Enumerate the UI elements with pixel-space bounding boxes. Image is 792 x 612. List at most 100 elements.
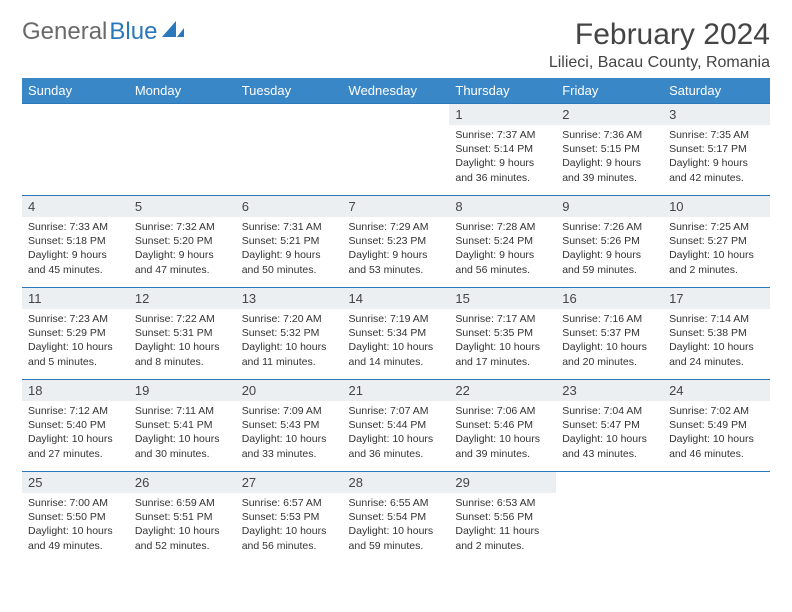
sunrise-label: Sunrise: (669, 405, 710, 417)
sunrise-value: 7:33 AM (69, 221, 108, 233)
sunset-value: 5:23 PM (387, 235, 426, 247)
calendar-week: 11Sunrise: 7:23 AMSunset: 5:29 PMDayligh… (22, 288, 770, 380)
sunrise-label: Sunrise: (349, 313, 390, 325)
sunrise-label: Sunrise: (562, 405, 603, 417)
daylight-label: Daylight: (349, 525, 393, 537)
day-of-week-row: Sunday Monday Tuesday Wednesday Thursday… (22, 78, 770, 104)
sunrise-value: 7:23 AM (69, 313, 108, 325)
sunset-value: 5:43 PM (280, 419, 319, 431)
sunrise-value: 7:36 AM (604, 129, 643, 141)
day-body: Sunrise: 7:12 AMSunset: 5:40 PMDaylight:… (22, 401, 129, 467)
sunset-value: 5:24 PM (494, 235, 533, 247)
day-body: Sunrise: 7:26 AMSunset: 5:26 PMDaylight:… (556, 217, 663, 283)
sunset-label: Sunset: (242, 419, 281, 431)
sunset-label: Sunset: (28, 327, 67, 339)
sunrise-label: Sunrise: (135, 405, 176, 417)
sunrise-value: 7:22 AM (176, 313, 215, 325)
sunset-label: Sunset: (669, 143, 708, 155)
sunrise-label: Sunrise: (28, 405, 69, 417)
day-number: 22 (449, 380, 556, 401)
day-body: Sunrise: 7:09 AMSunset: 5:43 PMDaylight:… (236, 401, 343, 467)
sunrise-label: Sunrise: (28, 221, 69, 233)
sunrise-label: Sunrise: (135, 221, 176, 233)
sunrise-label: Sunrise: (349, 497, 390, 509)
sunrise-label: Sunrise: (455, 313, 496, 325)
sunset-label: Sunset: (562, 143, 601, 155)
sunset-label: Sunset: (135, 327, 174, 339)
daylight-label: Daylight: (455, 341, 499, 353)
sunset-label: Sunset: (28, 419, 67, 431)
daylight-label: Daylight: (349, 433, 393, 445)
daylight-label: Daylight: (562, 157, 606, 169)
sunrise-label: Sunrise: (562, 313, 603, 325)
header: GeneralBlue February 2024 Lilieci, Bacau… (22, 18, 770, 72)
calendar-cell: 19Sunrise: 7:11 AMSunset: 5:41 PMDayligh… (129, 380, 236, 472)
sunset-value: 5:32 PM (280, 327, 319, 339)
day-body: Sunrise: 7:02 AMSunset: 5:49 PMDaylight:… (663, 401, 770, 467)
day-body: Sunrise: 7:06 AMSunset: 5:46 PMDaylight:… (449, 401, 556, 467)
sunset-label: Sunset: (455, 511, 494, 523)
calendar-cell: 25Sunrise: 7:00 AMSunset: 5:50 PMDayligh… (22, 472, 129, 564)
sunset-value: 5:46 PM (494, 419, 533, 431)
daylight-label: Daylight: (669, 341, 713, 353)
sunset-value: 5:29 PM (67, 327, 106, 339)
dow-friday: Friday (556, 78, 663, 104)
sunset-value: 5:49 PM (708, 419, 747, 431)
day-body: Sunrise: 7:33 AMSunset: 5:18 PMDaylight:… (22, 217, 129, 283)
sunset-label: Sunset: (242, 327, 281, 339)
sunset-value: 5:38 PM (708, 327, 747, 339)
calendar-cell (129, 104, 236, 196)
sunset-label: Sunset: (455, 235, 494, 247)
day-number: 13 (236, 288, 343, 309)
sunrise-value: 7:26 AM (604, 221, 643, 233)
sunrise-label: Sunrise: (242, 221, 283, 233)
daylight-label: Daylight: (135, 341, 179, 353)
sunrise-value: 7:14 AM (711, 313, 750, 325)
day-number: 14 (343, 288, 450, 309)
day-body: Sunrise: 7:04 AMSunset: 5:47 PMDaylight:… (556, 401, 663, 467)
calendar-week: 18Sunrise: 7:12 AMSunset: 5:40 PMDayligh… (22, 380, 770, 472)
sail-icon (162, 18, 184, 46)
calendar-cell: 1Sunrise: 7:37 AMSunset: 5:14 PMDaylight… (449, 104, 556, 196)
sunrise-value: 7:35 AM (711, 129, 750, 141)
day-body: Sunrise: 7:35 AMSunset: 5:17 PMDaylight:… (663, 125, 770, 191)
sunset-label: Sunset: (135, 235, 174, 247)
calendar-cell: 14Sunrise: 7:19 AMSunset: 5:34 PMDayligh… (343, 288, 450, 380)
sunset-value: 5:15 PM (601, 143, 640, 155)
sunrise-label: Sunrise: (562, 221, 603, 233)
day-number: 24 (663, 380, 770, 401)
sunset-label: Sunset: (455, 327, 494, 339)
dow-sunday: Sunday (22, 78, 129, 104)
daylight-label: Daylight: (242, 525, 286, 537)
dow-tuesday: Tuesday (236, 78, 343, 104)
sunset-value: 5:17 PM (708, 143, 747, 155)
calendar-week: 4Sunrise: 7:33 AMSunset: 5:18 PMDaylight… (22, 196, 770, 288)
title-block: February 2024 Lilieci, Bacau County, Rom… (549, 18, 770, 72)
sunrise-label: Sunrise: (135, 313, 176, 325)
day-body: Sunrise: 6:53 AMSunset: 5:56 PMDaylight:… (449, 493, 556, 559)
day-number: 12 (129, 288, 236, 309)
calendar-cell: 24Sunrise: 7:02 AMSunset: 5:49 PMDayligh… (663, 380, 770, 472)
day-body: Sunrise: 7:25 AMSunset: 5:27 PMDaylight:… (663, 217, 770, 283)
sunset-value: 5:20 PM (173, 235, 212, 247)
day-number: 19 (129, 380, 236, 401)
day-number: 7 (343, 196, 450, 217)
sunset-label: Sunset: (242, 511, 281, 523)
sunrise-value: 7:28 AM (497, 221, 536, 233)
day-body: Sunrise: 6:57 AMSunset: 5:53 PMDaylight:… (236, 493, 343, 559)
sunrise-value: 7:04 AM (604, 405, 643, 417)
sunrise-label: Sunrise: (242, 405, 283, 417)
day-number: 17 (663, 288, 770, 309)
day-number: 15 (449, 288, 556, 309)
calendar-cell: 2Sunrise: 7:36 AMSunset: 5:15 PMDaylight… (556, 104, 663, 196)
calendar-cell: 4Sunrise: 7:33 AMSunset: 5:18 PMDaylight… (22, 196, 129, 288)
sunset-label: Sunset: (135, 419, 174, 431)
day-body: Sunrise: 7:23 AMSunset: 5:29 PMDaylight:… (22, 309, 129, 375)
dow-wednesday: Wednesday (343, 78, 450, 104)
day-number: 23 (556, 380, 663, 401)
sunset-value: 5:14 PM (494, 143, 533, 155)
calendar-cell (236, 104, 343, 196)
calendar-cell: 5Sunrise: 7:32 AMSunset: 5:20 PMDaylight… (129, 196, 236, 288)
day-number: 6 (236, 196, 343, 217)
sunrise-value: 7:07 AM (390, 405, 429, 417)
